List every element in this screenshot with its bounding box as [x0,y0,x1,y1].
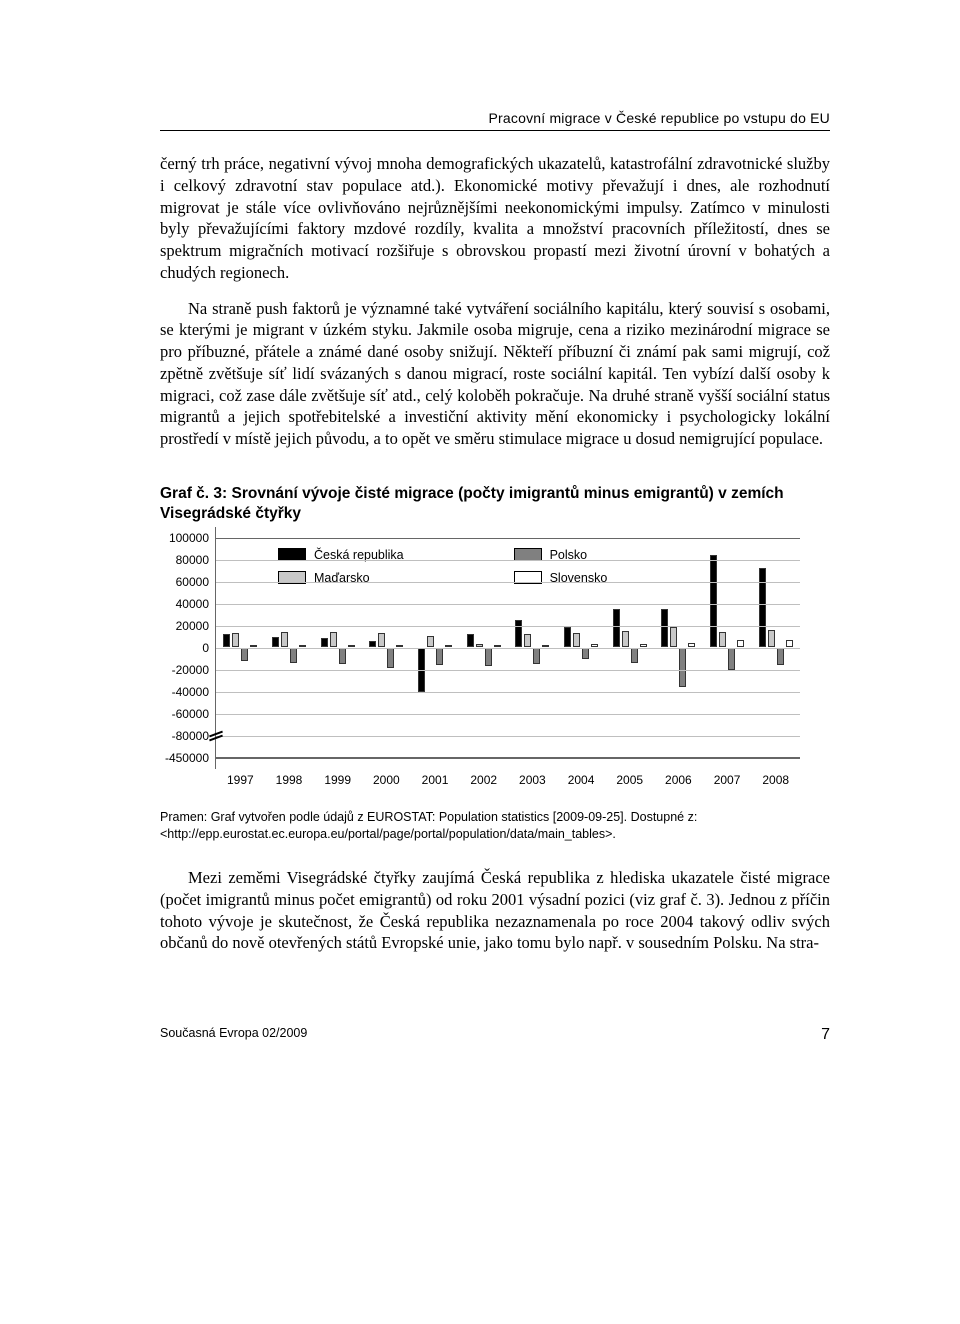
chart-ytick: 20000 [160,615,216,637]
chart-xtick: 1998 [265,773,314,787]
bar-hu [476,644,483,647]
bar-cz [515,620,522,648]
migration-chart: 100000800006000040000200000-20000-40000-… [160,538,800,787]
chart-ytick: -60000 [160,703,216,725]
chart-xtick: 2001 [411,773,460,787]
bar-sk [299,645,306,647]
bar-pl [241,648,248,661]
running-head: Pracovní migrace v České republice po vs… [160,110,830,131]
bar-hu [232,633,239,647]
chart-xtick: 1997 [216,773,265,787]
bar-hu [670,627,677,647]
paragraph-2: Na straně push faktorů je významné také … [160,298,830,450]
page-number: 7 [821,1026,830,1044]
chart-source: Pramen: Graf vytvořen podle údajů z EURO… [160,809,830,843]
bar-pl [290,648,297,662]
chart-ytick: 100000 [160,527,216,549]
bar-hu [768,630,775,648]
bar-cz [564,627,571,647]
chart-plot: Česká republikaPolskoMaďarskoSlovensko [216,538,800,758]
chart-xtick: 2002 [459,773,508,787]
bar-cz [272,637,279,647]
bar-cz [321,638,328,647]
paragraph-3: Mezi zeměmi Visegrádské čtyřky zaujímá Č… [160,867,830,954]
chart-ytick: -40000 [160,681,216,703]
chart-xtick: 2003 [508,773,557,787]
bar-cz [613,609,620,648]
bar-hu [622,631,629,648]
bar-sk [542,645,549,647]
bar-pl [777,648,784,665]
bar-pl [728,648,735,670]
bar-hu [330,632,337,647]
bar-pl [339,648,346,663]
chart-ytick: -80000 [160,725,216,747]
bar-hu [427,636,434,647]
chart-xtick: 2006 [654,773,703,787]
bar-pl [631,648,638,662]
chart-ytick: 40000 [160,593,216,615]
chart-xtick: 2005 [605,773,654,787]
bar-cz [661,609,668,648]
chart-xtick: 2004 [557,773,606,787]
chart-xaxis: 1997199819992000200120022003200420052006… [216,769,800,787]
bar-hu [524,634,531,647]
bar-pl [533,648,540,663]
bar-pl [582,648,589,659]
bar-cz [467,634,474,647]
chart-ytick: -450000 [160,747,216,769]
chart-xtick: 2008 [751,773,800,787]
bar-sk [591,644,598,647]
bar-sk [250,645,257,647]
bar-sk [348,645,355,647]
bar-sk [494,645,501,647]
bar-cz [223,634,230,647]
bar-hu [719,632,726,647]
chart-xtick: 1999 [313,773,362,787]
paragraph-1: černý trh práce, negativní vývoj mnoha d… [160,153,830,284]
bar-hu [573,633,580,647]
bar-sk [396,645,403,647]
bar-pl [679,648,686,687]
bar-sk [445,645,452,647]
bar-sk [737,640,744,647]
chart-ytick: -20000 [160,659,216,681]
chart-ytick: 80000 [160,549,216,571]
bar-pl [436,648,443,665]
bar-sk [786,640,793,648]
bar-pl [387,648,394,668]
chart-xtick: 2007 [703,773,752,787]
bar-pl [485,648,492,666]
chart-xtick: 2000 [362,773,411,787]
bar-cz [710,555,717,647]
bar-sk [688,643,695,647]
chart-yaxis: 100000800006000040000200000-20000-40000-… [160,538,216,769]
chart-title: Graf č. 3: Srovnání vývoje čisté migrace… [160,484,830,524]
footer-journal: Současná Evropa 02/2009 [160,1026,307,1044]
chart-ytick: 0 [160,637,216,659]
bar-cz [369,641,376,648]
bar-hu [281,632,288,647]
bar-hu [378,633,385,647]
bar-cz [759,568,766,647]
bar-sk [640,644,647,648]
chart-ytick: 60000 [160,571,216,593]
